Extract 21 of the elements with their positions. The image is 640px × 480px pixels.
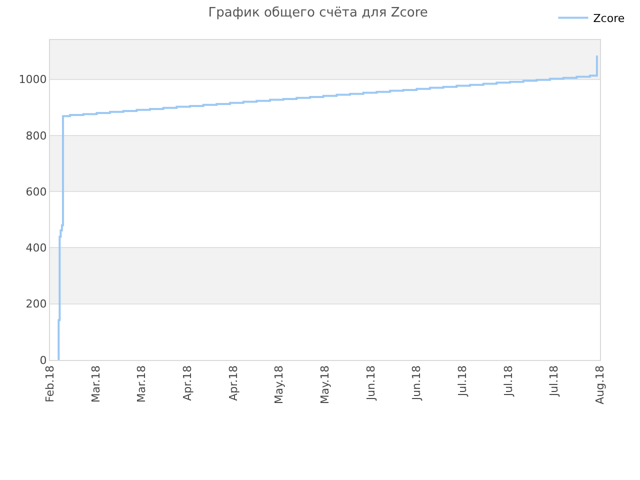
chart-title: График общего счёта для Zcore	[208, 6, 428, 21]
y-tick-label: 200	[26, 298, 47, 311]
x-tick-label: May.18	[318, 365, 332, 404]
x-tick-label: Mar.18	[135, 365, 148, 403]
y-tick-label: 0	[40, 354, 47, 367]
x-tick-label: Aug.18	[594, 365, 607, 404]
y-tick-label: 800	[26, 129, 47, 142]
y-tick-label: 1000	[18, 73, 47, 86]
legend-label: Zcore	[593, 12, 625, 25]
x-tick-label: Jul.18	[502, 365, 515, 398]
y-tick-label: 400	[26, 242, 47, 255]
x-tick-label: Feb.18	[44, 365, 57, 402]
x-tick-label: Jul.18	[548, 365, 561, 398]
x-tick-label: Jun.18	[364, 365, 378, 402]
x-tick-label: Apr.18	[181, 365, 194, 401]
x-tick-label: Mar.18	[89, 365, 102, 403]
x-tick-label: Jun.18	[410, 365, 424, 402]
x-tick-label: May.18	[272, 365, 286, 404]
y-tick-label: 600	[26, 185, 47, 198]
x-tick-label: Jul.18	[456, 365, 470, 398]
x-tick-label: Apr.18	[226, 365, 240, 401]
